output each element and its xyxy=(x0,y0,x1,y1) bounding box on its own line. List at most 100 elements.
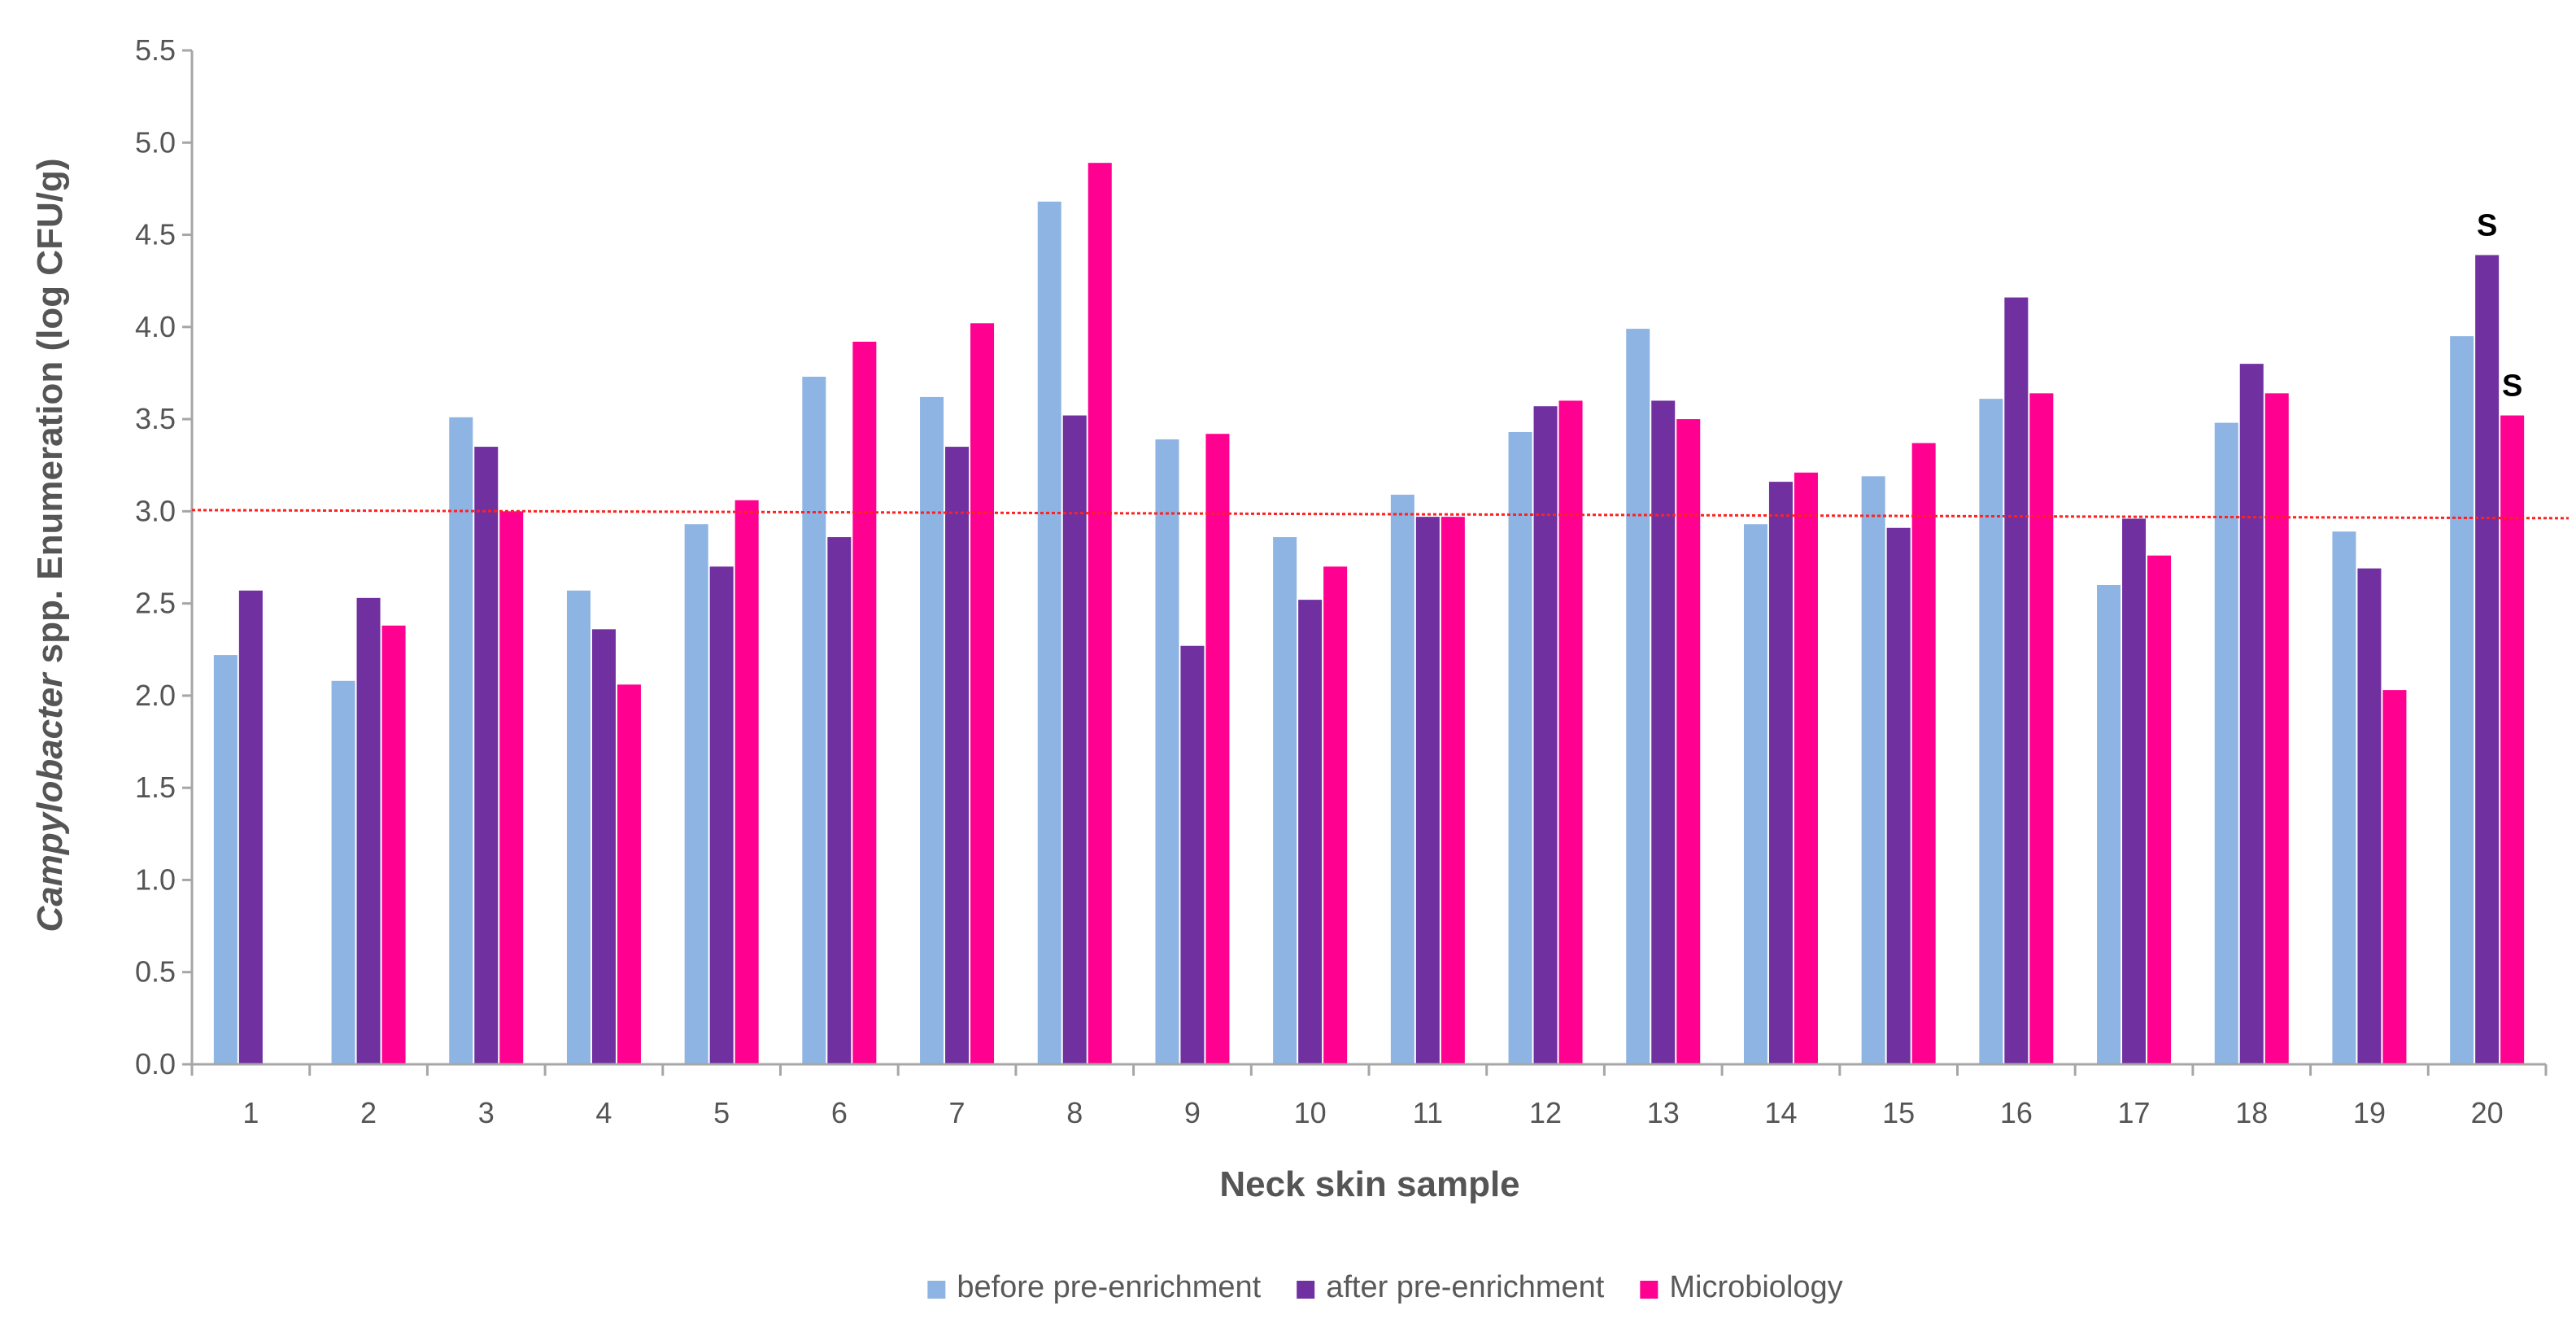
legend-swatch xyxy=(1640,1281,1658,1299)
bar-after-pre-enrichment-sample-17 xyxy=(2122,518,2147,1064)
legend-item: Microbiology xyxy=(1640,1270,1843,1304)
bar-before-pre-enrichment-sample-7 xyxy=(920,396,944,1064)
bar-after-pre-enrichment-sample-16 xyxy=(2004,297,2029,1064)
x-tick-label: 1 xyxy=(242,1096,259,1129)
bar-microbiology-sample-10 xyxy=(1323,566,1348,1064)
bar-after-pre-enrichment-sample-14 xyxy=(1768,482,1793,1064)
bar-microbiology-sample-6 xyxy=(852,341,877,1064)
x-tick-label: 12 xyxy=(1529,1096,1562,1129)
bar-before-pre-enrichment-sample-18 xyxy=(2214,422,2238,1064)
x-tick-label: 20 xyxy=(2471,1096,2504,1129)
bar-microbiology-sample-17 xyxy=(2147,555,2172,1064)
bar-microbiology-sample-18 xyxy=(2264,393,2289,1064)
bar-microbiology-sample-4 xyxy=(617,684,641,1064)
bar-after-pre-enrichment-sample-8 xyxy=(1062,415,1087,1064)
bar-after-pre-enrichment-sample-6 xyxy=(827,537,852,1064)
bar-before-pre-enrichment-sample-2 xyxy=(331,680,355,1064)
legend-swatch xyxy=(927,1281,946,1299)
x-tick-label: 11 xyxy=(1413,1096,1443,1129)
x-tick-label: 9 xyxy=(1184,1096,1201,1129)
x-tick-label: 16 xyxy=(2000,1096,2033,1129)
bar-microbiology-sample-9 xyxy=(1205,434,1230,1064)
bar-after-pre-enrichment-sample-13 xyxy=(1651,400,1676,1064)
bar-microbiology-sample-3 xyxy=(499,511,524,1064)
bar-before-pre-enrichment-sample-12 xyxy=(1508,431,1532,1064)
legend-label: Microbiology xyxy=(1669,1270,1842,1304)
y-axis-title: Campylobacter spp. Enumeration (log CFU/… xyxy=(30,159,70,932)
bar-microbiology-sample-13 xyxy=(1676,419,1701,1064)
bar-before-pre-enrichment-sample-6 xyxy=(802,376,826,1064)
y-tick-label: 3.0 xyxy=(135,494,176,527)
bar-before-pre-enrichment-sample-11 xyxy=(1390,494,1414,1064)
bar-before-pre-enrichment-sample-17 xyxy=(2097,584,2121,1064)
threshold-line xyxy=(191,509,2569,520)
y-tick-label: 2.0 xyxy=(135,679,176,712)
bar-microbiology-sample-12 xyxy=(1558,400,1583,1064)
x-tick-label: 5 xyxy=(713,1096,730,1129)
bar-before-pre-enrichment-sample-10 xyxy=(1273,537,1297,1064)
y-tick-label: 4.5 xyxy=(135,218,176,251)
bar-before-pre-enrichment-sample-15 xyxy=(1861,476,1885,1064)
bar-before-pre-enrichment-sample-9 xyxy=(1155,439,1179,1064)
bar-after-pre-enrichment-sample-2 xyxy=(356,597,381,1064)
bar-before-pre-enrichment-sample-1 xyxy=(213,655,238,1064)
bar-microbiology-sample-2 xyxy=(381,625,406,1064)
legend-label: before pre-enrichment xyxy=(957,1270,1261,1304)
bar-before-pre-enrichment-sample-4 xyxy=(566,590,591,1064)
bar-after-pre-enrichment-sample-9 xyxy=(1180,645,1205,1064)
y-tick-label: 5.0 xyxy=(135,125,176,159)
x-tick-label: 19 xyxy=(2353,1096,2386,1129)
bar-after-pre-enrichment-sample-19 xyxy=(2357,568,2382,1064)
x-tick-label: 13 xyxy=(1647,1096,1680,1129)
svg-text:Campylobacter spp. Enumeration: Campylobacter spp. Enumeration (log CFU/… xyxy=(30,159,70,932)
bar-microbiology-sample-15 xyxy=(1911,443,1936,1064)
bar-after-pre-enrichment-sample-4 xyxy=(591,629,616,1064)
x-tick-label: 17 xyxy=(2118,1096,2151,1129)
y-tick-label: 5.5 xyxy=(135,33,176,67)
legend-item: before pre-enrichment xyxy=(927,1270,1262,1304)
y-tick-label: 2.5 xyxy=(135,587,176,620)
x-tick-label: 8 xyxy=(1066,1096,1083,1129)
y-tick-label: 0.0 xyxy=(135,1047,176,1081)
bar-microbiology-sample-11 xyxy=(1441,517,1465,1064)
plot-area: 0.0 0.5 1.0 1.5 2.0 2.5 3.0 3.5 4.0 4.5 5.0 5.5 1 2 3 4… xyxy=(135,33,2569,1129)
x-tick-label: 14 xyxy=(1764,1096,1797,1129)
y-tick-label: 1.5 xyxy=(135,771,176,804)
x-tick-label: 4 xyxy=(595,1096,612,1129)
x-tick-label: 15 xyxy=(1882,1096,1915,1129)
bar-microbiology-sample-19 xyxy=(2382,690,2407,1064)
bar-before-pre-enrichment-sample-13 xyxy=(1626,329,1650,1065)
bar-before-pre-enrichment-sample-8 xyxy=(1037,201,1061,1064)
bar-after-pre-enrichment-sample-1 xyxy=(238,590,263,1064)
y-axis-title-rest: spp. Enumeration (log CFU/g) xyxy=(30,159,70,674)
y-tick-label: 4.0 xyxy=(135,310,176,343)
annotation-label: S xyxy=(2502,369,2522,404)
x-tick-label: 10 xyxy=(1294,1096,1327,1129)
bar-after-pre-enrichment-sample-12 xyxy=(1533,406,1558,1065)
x-tick-label: 3 xyxy=(478,1096,495,1129)
bar-before-pre-enrichment-sample-14 xyxy=(1743,524,1767,1064)
x-tick-label: 7 xyxy=(949,1096,965,1129)
x-axis-title: Neck skin sample xyxy=(1219,1164,1519,1204)
legend-label: after pre-enrichment xyxy=(1326,1270,1605,1304)
bar-microbiology-sample-7 xyxy=(970,323,995,1064)
bar-after-pre-enrichment-sample-5 xyxy=(709,566,734,1064)
bar-before-pre-enrichment-sample-5 xyxy=(684,524,708,1064)
bar-before-pre-enrichment-sample-16 xyxy=(1979,399,2003,1064)
legend-item: after pre-enrichment xyxy=(1297,1270,1605,1304)
bar-microbiology-sample-8 xyxy=(1087,163,1112,1065)
bar-before-pre-enrichment-sample-3 xyxy=(449,417,473,1064)
x-tick-label: 18 xyxy=(2235,1096,2268,1129)
bar-microbiology-sample-5 xyxy=(734,500,759,1064)
legend-swatch xyxy=(1297,1281,1315,1299)
annotation-label: S xyxy=(2477,208,2497,242)
y-tick-label: 3.5 xyxy=(135,402,176,435)
legend: before pre-enrichment after pre-enrichmen… xyxy=(927,1270,1843,1304)
bar-before-pre-enrichment-sample-20 xyxy=(2450,336,2474,1064)
bar-before-pre-enrichment-sample-19 xyxy=(2332,531,2356,1064)
bar-after-pre-enrichment-sample-10 xyxy=(1298,600,1323,1064)
y-tick-label: 1.0 xyxy=(135,863,176,896)
bar-after-pre-enrichment-sample-3 xyxy=(474,447,499,1064)
y-tick-label: 0.5 xyxy=(135,955,176,989)
